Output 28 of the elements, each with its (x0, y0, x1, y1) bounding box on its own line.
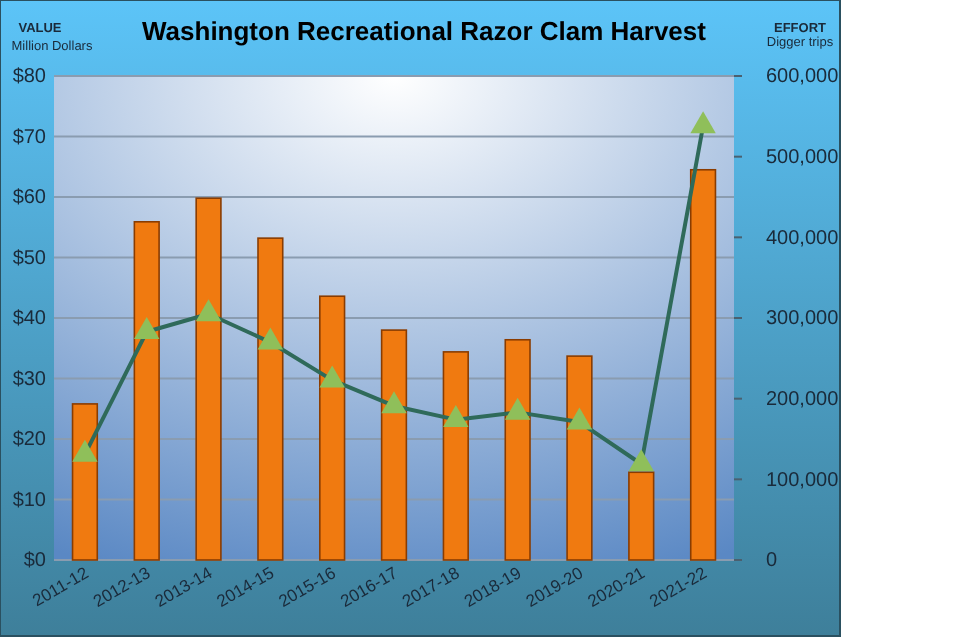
y2-tick-label: 400,000 (766, 227, 840, 250)
y-tick-label: $10 (12, 489, 47, 512)
y-tick-label: $0 (23, 550, 47, 573)
bar (195, 197, 222, 561)
bar (71, 403, 99, 561)
y2-tick-label: 500,000 (766, 147, 840, 170)
bar (628, 471, 655, 561)
y-tick-label: $80 (12, 66, 47, 89)
bar (566, 355, 593, 561)
y2-tick-label: 600,000 (766, 66, 840, 89)
y-tick-label: $70 (12, 126, 47, 149)
chart-title: Washington Recreational Razor Clam Harvest (142, 16, 708, 46)
bar (133, 221, 160, 561)
y-tick-label: $40 (12, 308, 47, 331)
bar (689, 168, 717, 561)
y2-tick-label: 200,000 (766, 389, 840, 412)
bar (380, 329, 408, 561)
bar (442, 351, 469, 561)
y2-tick-label: 100,000 (766, 469, 840, 492)
y2-tick-label: 300,000 (766, 308, 840, 331)
y2-tick-label: 0 (766, 550, 778, 573)
y-tick-label: $20 (12, 429, 47, 452)
bar (257, 237, 284, 561)
bar (504, 338, 531, 561)
y-tick-label: $60 (12, 187, 47, 210)
y-tick-label: $30 (12, 368, 47, 391)
y-tick-label: $50 (12, 247, 47, 270)
bar (319, 295, 346, 561)
